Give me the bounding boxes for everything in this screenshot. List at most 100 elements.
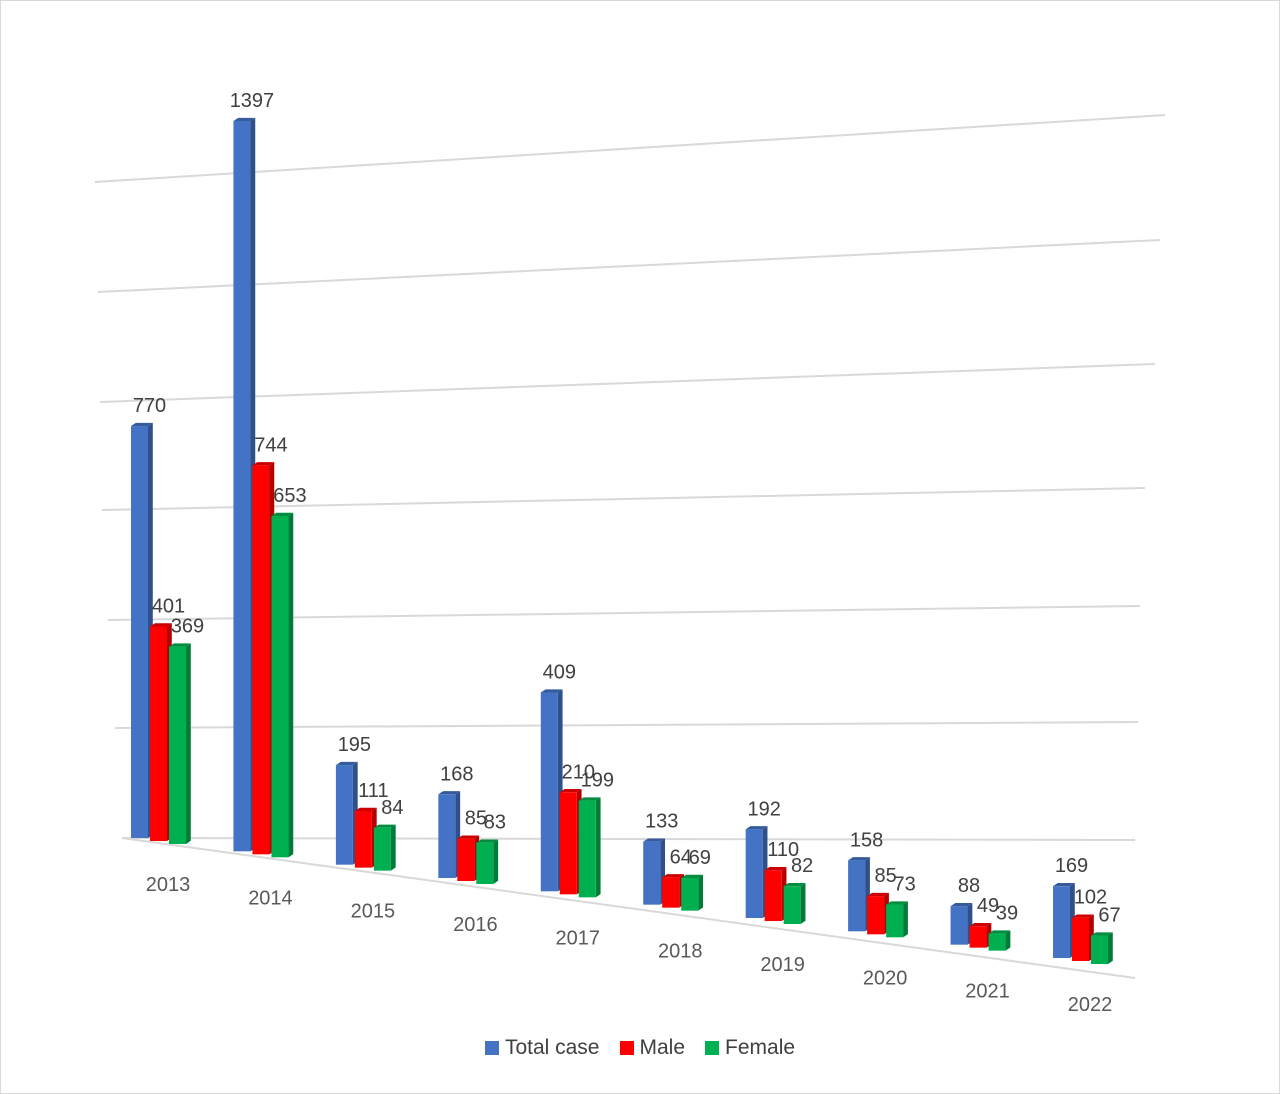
bar-female-2018 [681, 874, 704, 911]
legend-label-total: Total case [504, 1036, 600, 1059]
bar-front [252, 465, 270, 855]
bar-top [745, 826, 768, 830]
bar-top [476, 839, 499, 843]
bar-total-case-2017 [540, 689, 563, 892]
bar-front [848, 860, 866, 932]
bar-male-2018 [662, 874, 685, 908]
data-labels-group: 7701397195168409133192158881694017441118… [133, 90, 1121, 927]
bar-front [745, 829, 763, 918]
bar-top [169, 643, 191, 647]
bar-front [578, 800, 596, 898]
bar-side [698, 874, 704, 911]
bar-female-2020 [886, 901, 908, 938]
bar-male-2021 [969, 923, 992, 948]
data-label: 88 [958, 875, 980, 897]
bar-top [150, 623, 172, 627]
data-label: 210 [562, 761, 595, 783]
bar-top [867, 892, 889, 897]
bar-front [559, 792, 577, 895]
bar-total-case-2021 [950, 902, 973, 945]
bar-front [457, 838, 475, 881]
floor-line [121, 837, 1136, 979]
bar-front [969, 926, 987, 948]
bar-side [493, 839, 499, 884]
data-label: 67 [1098, 905, 1120, 927]
bar-total-case-2013 [131, 422, 153, 838]
bar-total-case-2015 [335, 761, 358, 865]
bar-total-case-2018 [643, 838, 666, 905]
bar-total-case-2022 [1053, 882, 1075, 958]
bar-top [1091, 932, 1113, 936]
x-tick-label: 2021 [965, 981, 1010, 1003]
data-label: 133 [645, 811, 678, 833]
bar-side [1005, 930, 1011, 951]
bar-front [150, 626, 167, 841]
bar-female-2017 [578, 797, 601, 898]
bar-front [950, 906, 968, 945]
data-label: 199 [581, 770, 614, 792]
bar-top [886, 901, 908, 905]
bar-top [335, 761, 358, 766]
bar-top [540, 689, 563, 693]
bar-front [233, 121, 251, 852]
data-label: 64 [670, 846, 692, 868]
bar-top [373, 824, 396, 828]
bar-top [681, 874, 704, 878]
bar-top [988, 930, 1011, 934]
data-label: 85 [465, 808, 487, 830]
bar-top [1072, 914, 1094, 918]
data-label: 195 [338, 734, 371, 756]
x-tick-label: 2019 [760, 954, 805, 976]
bar-top [1053, 882, 1075, 887]
bar-side [800, 882, 806, 924]
data-label: 85 [874, 865, 896, 887]
x-tick-label: 2022 [1068, 994, 1113, 1016]
data-label: 168 [440, 763, 473, 785]
bar-female-2016 [476, 839, 499, 884]
bar-female-2019 [783, 882, 806, 924]
data-label: 653 [273, 485, 306, 507]
bar-front [169, 646, 186, 844]
bar-top [457, 835, 480, 839]
bar-side [186, 643, 191, 844]
data-label: 1397 [230, 90, 275, 112]
bar-front [643, 841, 661, 905]
bar-front [131, 426, 148, 838]
bar-male-2020 [867, 892, 889, 935]
bar-top [643, 838, 666, 842]
bar-front [867, 896, 885, 935]
bar-top [271, 512, 294, 516]
bar-male-2017 [559, 789, 582, 895]
x-tick-label: 2020 [863, 967, 908, 989]
x-tick-label: 2017 [556, 927, 601, 949]
legend-label-male: Male [639, 1036, 686, 1059]
x-tick-label: 2013 [146, 874, 191, 896]
data-label: 111 [358, 780, 388, 802]
bar-female-2013 [169, 643, 191, 844]
bar-top [848, 857, 870, 861]
x-axis-labels: 2013 2014 2015 2016 2017 2018 2019 2020 2021 2022 [146, 874, 1113, 1016]
bar-front [988, 933, 1006, 951]
data-label: 158 [850, 829, 883, 851]
bar-top [354, 807, 377, 811]
bar-total-case-2020 [848, 857, 870, 932]
bar-female-2015 [373, 824, 396, 871]
data-label: 69 [689, 847, 711, 869]
bar-front [662, 877, 680, 908]
data-label: 102 [1074, 887, 1107, 909]
bar-front [1091, 935, 1108, 964]
bar-male-2016 [457, 835, 480, 881]
data-label: 49 [977, 895, 999, 917]
bar-top [950, 902, 973, 907]
bar-male-2019 [764, 867, 787, 921]
data-label: 82 [791, 855, 813, 877]
gridline [99, 363, 1156, 403]
legend-item-male: Male [619, 1036, 686, 1060]
legend-swatch-male [619, 1041, 634, 1055]
gridline [97, 239, 1161, 293]
data-label: 369 [171, 616, 204, 638]
data-label: 169 [1055, 855, 1088, 877]
bar-side [595, 797, 601, 898]
x-tick-label: 2016 [453, 914, 498, 936]
